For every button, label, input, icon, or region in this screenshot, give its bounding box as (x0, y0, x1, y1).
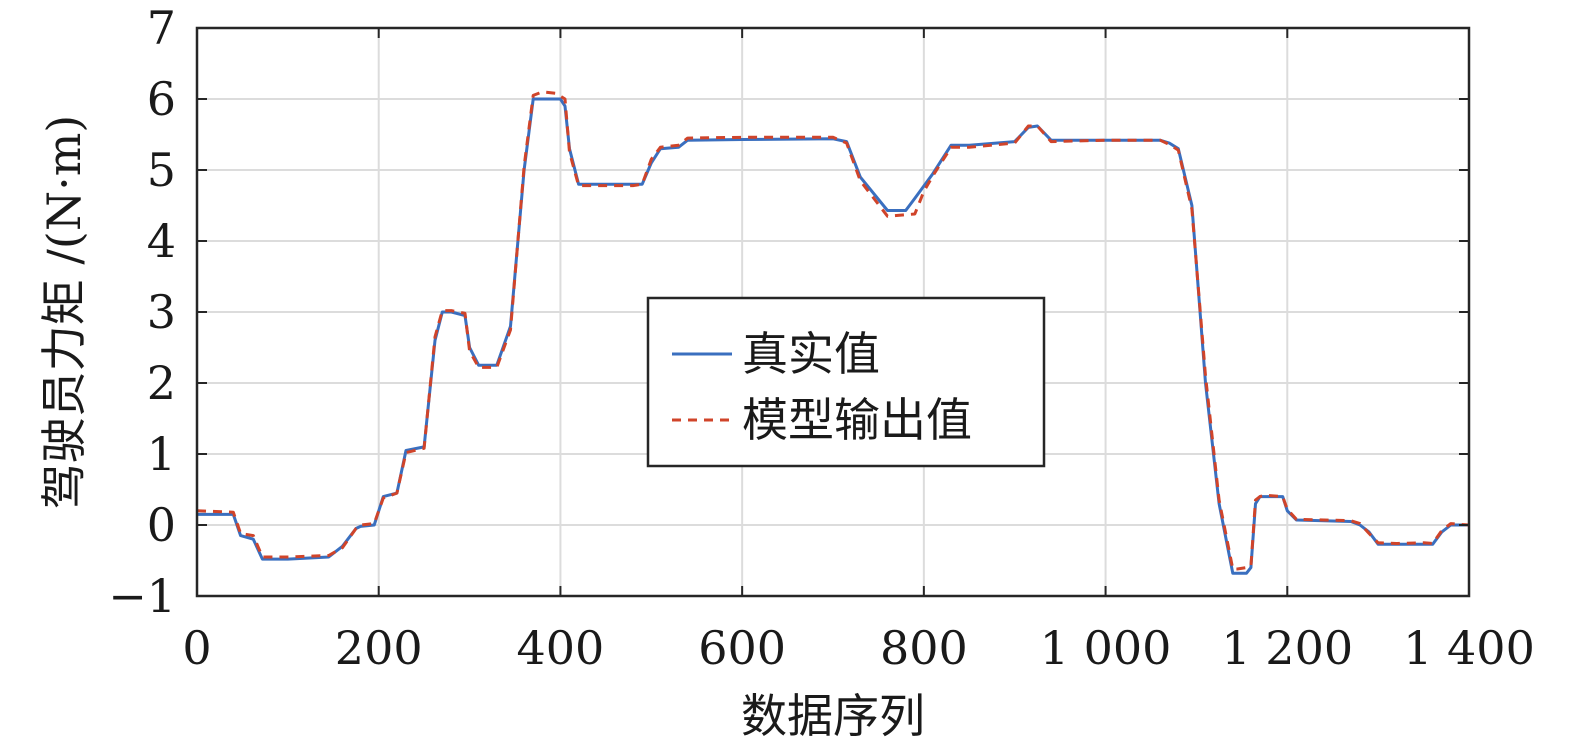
y-tick-label: 0 (147, 498, 176, 552)
x-tick-label: 1 400 (1403, 621, 1535, 675)
legend-label-model: 模型输出值 (742, 393, 972, 447)
y-tick-label: 7 (147, 1, 176, 55)
y-tick-label: 1 (147, 427, 176, 481)
x-tick-label: 400 (517, 621, 605, 675)
series-model-line (196, 90, 1470, 571)
y-tick-label: 4 (147, 214, 176, 268)
y-tick-label: −1 (108, 569, 176, 623)
x-tick-label: 0 (182, 621, 211, 675)
legend-box (646, 296, 1046, 468)
y-tick-label: 5 (147, 143, 176, 197)
x-tick-label: 200 (335, 621, 423, 675)
y-tick-label: 2 (147, 356, 176, 410)
y-tick-label: 3 (147, 285, 176, 339)
x-tick-label: 600 (698, 621, 786, 675)
x-tick-label: 1 000 (1040, 621, 1172, 675)
legend-label-actual: 真实值 (742, 327, 880, 381)
series-layer (196, 90, 1470, 575)
x-tick-label: 1 200 (1221, 621, 1353, 675)
y-axis-title: 驾驶员力矩 /(N·m) (37, 115, 91, 510)
x-axis-title: 数据序列 (741, 689, 925, 743)
x-tick-label: 800 (880, 621, 968, 675)
y-tick-label: 6 (147, 72, 176, 126)
legend: 真实值 模型输出值 (646, 296, 1046, 468)
series-actual-line (197, 97, 1469, 575)
